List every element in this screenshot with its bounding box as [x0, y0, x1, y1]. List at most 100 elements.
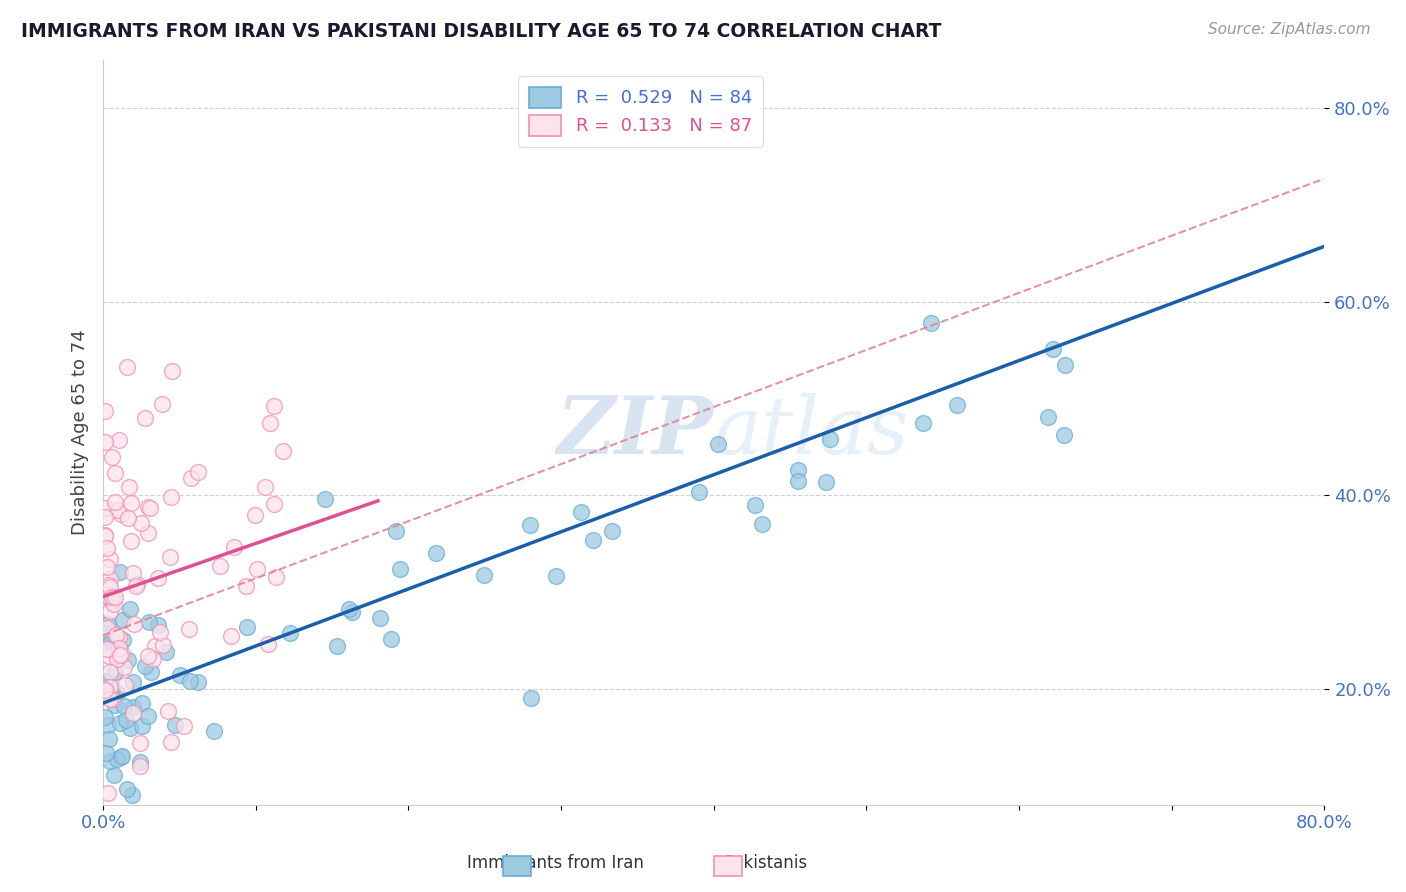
Point [1036, 410, 1059, 425]
Point [162, 364, 184, 378]
Point [257, 637, 280, 651]
Point [236, 619, 259, 633]
Point [582, 533, 605, 547]
Point [165, 718, 187, 732]
Point [707, 437, 730, 451]
Point [146, 571, 169, 585]
Point [93, 710, 115, 724]
Point [112, 698, 135, 713]
Point [120, 533, 142, 548]
Point [243, 508, 266, 522]
Point [136, 709, 159, 723]
Text: Source: ZipAtlas.com: Source: ZipAtlas.com [1208, 22, 1371, 37]
Point [104, 466, 127, 480]
Point [98, 580, 121, 594]
Point [155, 645, 177, 659]
Point [159, 549, 181, 564]
Point [131, 696, 153, 710]
Point [94, 685, 117, 699]
Point [253, 480, 276, 494]
Point [110, 565, 132, 579]
Point [93, 501, 115, 516]
Point [569, 505, 592, 519]
Point [97, 786, 120, 800]
Point [138, 615, 160, 629]
Point [120, 721, 142, 735]
Point [104, 591, 127, 605]
Point [125, 579, 148, 593]
Point [97, 648, 120, 663]
Point [104, 628, 127, 642]
Point [107, 649, 129, 664]
Point [97, 590, 120, 604]
Point [97, 637, 120, 651]
Point [425, 546, 447, 560]
Text: ZIP: ZIP [557, 393, 714, 471]
Point [264, 570, 287, 584]
Point [120, 496, 142, 510]
Point [370, 610, 392, 624]
Point [112, 659, 135, 673]
Point [111, 613, 134, 627]
Point [134, 658, 156, 673]
Point [111, 648, 134, 662]
Point [93, 528, 115, 542]
Point [326, 639, 349, 653]
Point [100, 450, 122, 464]
Point [271, 444, 294, 458]
Point [96, 560, 118, 574]
Point [98, 754, 121, 768]
Point [187, 466, 209, 480]
Point [96, 541, 118, 556]
Point [149, 624, 172, 639]
Point [101, 692, 124, 706]
Point [121, 674, 143, 689]
Point [259, 416, 281, 430]
Point [100, 590, 122, 604]
Point [815, 475, 838, 490]
Point [122, 566, 145, 580]
Point [114, 713, 136, 727]
Text: atlas: atlas [714, 393, 910, 471]
Point [131, 719, 153, 733]
Point [945, 398, 967, 412]
Point [104, 495, 127, 509]
Point [96, 584, 118, 599]
Point [111, 633, 134, 648]
Point [98, 691, 121, 706]
Point [93, 674, 115, 689]
Point [169, 668, 191, 682]
Point [98, 665, 121, 679]
Point [129, 516, 152, 530]
Point [96, 746, 118, 760]
Point [103, 597, 125, 611]
Point [156, 705, 179, 719]
Point [110, 716, 132, 731]
Text: Immigrants from Iran: Immigrants from Iran [467, 855, 644, 872]
Point [97, 718, 120, 732]
Point [108, 433, 131, 447]
Point [96, 642, 118, 657]
Point [143, 640, 166, 654]
Point [389, 562, 412, 576]
Point [150, 397, 173, 411]
Point [179, 673, 201, 688]
Point [786, 474, 808, 488]
Point [159, 490, 181, 504]
Point [380, 632, 402, 646]
Point [105, 685, 128, 699]
Point [94, 683, 117, 698]
Point [104, 698, 127, 713]
Point [104, 665, 127, 679]
Point [93, 529, 115, 543]
Point [818, 432, 841, 446]
Point [786, 463, 808, 477]
Point [278, 626, 301, 640]
Point [122, 616, 145, 631]
Point [110, 750, 132, 764]
Point [146, 618, 169, 632]
Point [93, 673, 115, 688]
Point [134, 410, 156, 425]
Point [920, 316, 942, 330]
Point [100, 635, 122, 649]
